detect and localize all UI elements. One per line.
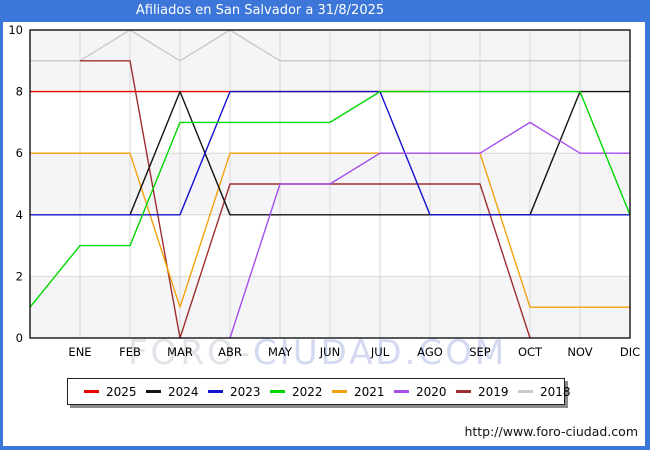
x-tick-label: SEP	[469, 345, 491, 359]
x-tick-label: NOV	[567, 345, 592, 359]
legend: 2025 2024 2023 2022 2021 2020 2019 2018	[67, 378, 571, 405]
x-tick-label: OCT	[518, 345, 543, 359]
legend-label: 2021	[354, 384, 385, 399]
legend-swatch	[332, 390, 347, 393]
legend-item-2019: 2019	[440, 385, 509, 399]
legend-swatch	[456, 390, 471, 393]
window-frame-right	[645, 22, 650, 450]
legend-label: 2025	[106, 384, 137, 399]
window-frame-left	[0, 22, 3, 450]
legend-label: 2020	[416, 384, 447, 399]
x-tick-label: JUL	[370, 345, 390, 359]
watermark-part1: FORO-	[128, 333, 253, 373]
legend-label: 2018	[540, 384, 571, 399]
y-tick-label: 4	[16, 208, 23, 222]
series-line-2023	[30, 90, 630, 216]
legend-swatch	[208, 390, 223, 393]
x-tick-label: MAY	[268, 345, 293, 359]
legend-item-2025: 2025	[68, 385, 137, 399]
legend-swatch	[518, 390, 533, 393]
title-bar: Afiliados en San Salvador a 31/8/2025	[0, 0, 650, 22]
footer-url: http://www.foro-ciudad.com	[464, 424, 638, 439]
y-tick-label: 8	[16, 85, 23, 99]
legend-swatch	[146, 390, 161, 393]
legend-label: 2023	[230, 384, 261, 399]
legend-item-2020: 2020	[378, 385, 447, 399]
y-tick-label: 6	[16, 146, 23, 160]
legend-swatch	[394, 390, 409, 393]
x-tick-label: FEB	[119, 345, 141, 359]
y-tick-label: 2	[16, 269, 23, 283]
legend-swatch	[270, 390, 285, 393]
series-line-2021	[30, 152, 630, 308]
series-line-2024	[129, 90, 630, 216]
legend-label: 2022	[292, 384, 323, 399]
x-tick-label: DIC	[620, 345, 640, 359]
legend-swatch	[84, 390, 99, 393]
plot-border	[29, 29, 631, 339]
x-tick-label: ENE	[68, 345, 91, 359]
legend-item-2021: 2021	[316, 385, 385, 399]
legend-label: 2019	[478, 384, 509, 399]
legend-item-2022: 2022	[254, 385, 323, 399]
y-tick-label: 10	[8, 23, 23, 37]
window-frame-bottom	[0, 446, 650, 450]
y-tick-label: 0	[16, 331, 23, 345]
legend-item-2023: 2023	[192, 385, 261, 399]
series-line-2022	[29, 90, 631, 308]
legend-item-2024: 2024	[130, 385, 199, 399]
x-tick-label: MAR	[167, 345, 193, 359]
legend-label: 2024	[168, 384, 199, 399]
watermark-part2: CIUDAD.COM	[252, 333, 508, 373]
watermark: FORO-CIUDAD.COM	[128, 336, 507, 370]
x-tick-label: JUN	[319, 345, 340, 359]
x-tick-label: ABR	[218, 345, 242, 359]
x-tick-label: AGO	[417, 345, 443, 359]
legend-item-2018: 2018	[502, 385, 571, 399]
chart-title: Afiliados en San Salvador a 31/8/2025	[135, 3, 385, 18]
series-line-2020	[229, 121, 630, 339]
